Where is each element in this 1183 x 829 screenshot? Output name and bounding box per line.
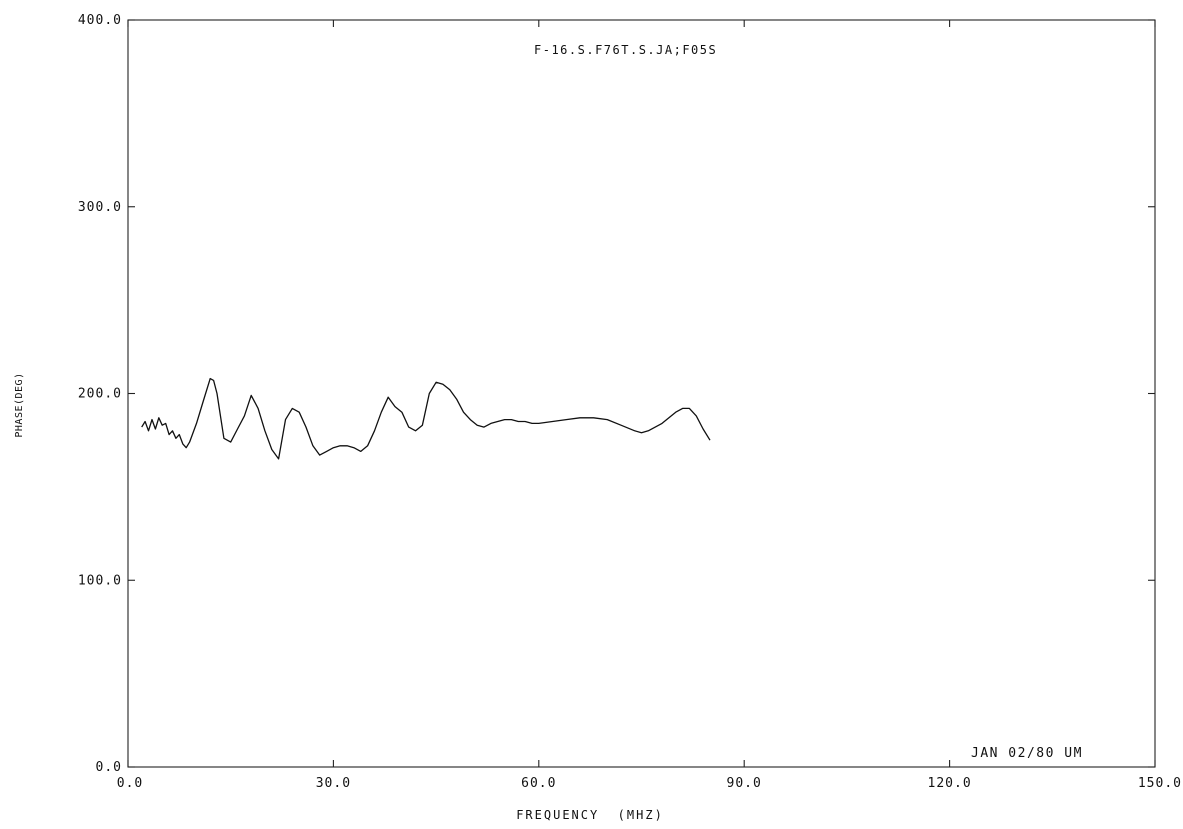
x-tick-label: 60.0 (521, 776, 556, 791)
y-tick-label: 100.0 (78, 573, 122, 588)
y-tick-label: 200.0 (78, 387, 122, 402)
y-tick-label: 400.0 (78, 13, 122, 28)
y-tick-labels: 0.0 100.0 200.0 300.0 400.0 (78, 13, 122, 775)
x-tick-label: 30.0 (316, 776, 351, 791)
x-tick-label: 150.0 (1138, 776, 1182, 791)
x-tick-labels: 0.0 30.0 60.0 90.0 120.0 150.0 (117, 776, 1182, 791)
x-tick-label: 90.0 (727, 776, 762, 791)
y-tick-label: 300.0 (78, 200, 122, 215)
tick-marks (127, 19, 1156, 768)
plot-frame (127, 19, 1156, 768)
y-axis-label: PHASE(DEG) (14, 372, 25, 437)
x-axis-label: FREQUENCY (MHZ) (516, 808, 664, 822)
y-tick-label: 0.0 (96, 760, 122, 775)
x-tick-label: 0.0 (117, 776, 143, 791)
phase-line (141, 377, 711, 460)
date-annotation: JAN 02/80 UM (971, 746, 1083, 761)
chart-title: F-16.S.F76T.S.JA;F05S (534, 43, 717, 57)
x-tick-label: 120.0 (928, 776, 972, 791)
